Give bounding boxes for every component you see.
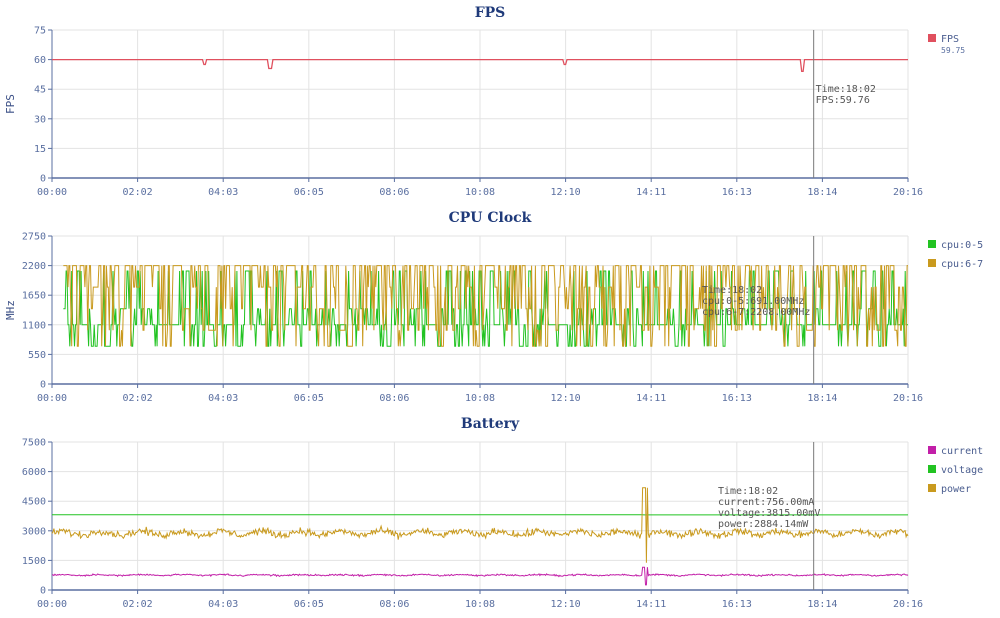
x-tick-label: 16:13 bbox=[722, 599, 752, 610]
chart-title: Battery bbox=[461, 416, 520, 432]
y-tick-label: 6000 bbox=[22, 467, 46, 478]
y-axis-label: MHz bbox=[4, 300, 17, 320]
x-tick-label: 18:14 bbox=[807, 187, 837, 198]
x-tick-label: 12:10 bbox=[551, 393, 581, 404]
legend-swatch bbox=[928, 484, 936, 492]
x-tick-label: 18:14 bbox=[807, 393, 837, 404]
y-tick-label: 45 bbox=[34, 85, 46, 96]
tooltip-line: Time:18:02 bbox=[718, 486, 778, 497]
x-tick-label: 04:03 bbox=[208, 599, 238, 610]
y-tick-label: 15 bbox=[34, 144, 46, 155]
x-tick-label: 02:02 bbox=[123, 599, 153, 610]
series-line-fps bbox=[52, 58, 908, 73]
x-tick-label: 12:10 bbox=[551, 187, 581, 198]
x-tick-label: 02:02 bbox=[123, 393, 153, 404]
tooltip-line: Time:18:02 bbox=[816, 84, 876, 95]
series-line-power bbox=[51, 487, 909, 563]
x-tick-label: 04:03 bbox=[208, 187, 238, 198]
y-tick-label: 1650 bbox=[22, 291, 46, 302]
legend-swatch bbox=[928, 34, 936, 42]
chart-panel-3: Battery 0 1500 3000 4500 6000 7500 00:00 02:02 04… bbox=[22, 416, 983, 610]
x-tick-label: 18:14 bbox=[807, 599, 837, 610]
legend-swatch bbox=[928, 446, 936, 454]
x-tick-label: 02:02 bbox=[123, 187, 153, 198]
x-tick-label: 00:00 bbox=[37, 599, 67, 610]
series-line-current bbox=[51, 566, 909, 586]
x-tick-label: 14:11 bbox=[636, 599, 666, 610]
x-tick-label: 06:05 bbox=[294, 599, 324, 610]
y-tick-label: 75 bbox=[34, 26, 46, 37]
chart-title: FPS bbox=[475, 5, 506, 21]
x-tick-label: 16:13 bbox=[722, 393, 752, 404]
tooltip-line: cpu:6-7:2208.00MHz bbox=[702, 307, 810, 318]
x-tick-label: 10:08 bbox=[465, 187, 495, 198]
legend-label: cpu:6-7 bbox=[941, 259, 983, 270]
y-tick-label: 4500 bbox=[22, 497, 46, 508]
x-tick-label: 08:06 bbox=[379, 599, 409, 610]
x-tick-label: 06:05 bbox=[294, 187, 324, 198]
y-tick-label: 3000 bbox=[22, 526, 46, 537]
y-tick-label: 0 bbox=[40, 380, 46, 391]
tooltip-line: Time:18:02 bbox=[702, 285, 762, 296]
x-tick-label: 12:10 bbox=[551, 599, 581, 610]
x-tick-label: 14:11 bbox=[636, 393, 666, 404]
y-tick-label: 0 bbox=[40, 174, 46, 185]
legend-label: power bbox=[941, 484, 971, 495]
x-tick-label: 08:06 bbox=[379, 187, 409, 198]
x-tick-label: 08:06 bbox=[379, 393, 409, 404]
legend-swatch bbox=[928, 240, 936, 248]
y-tick-label: 550 bbox=[28, 350, 46, 361]
y-tick-label: 30 bbox=[34, 114, 46, 125]
x-tick-label: 16:13 bbox=[722, 187, 752, 198]
y-tick-label: 1100 bbox=[22, 320, 46, 331]
x-tick-label: 10:08 bbox=[465, 393, 495, 404]
legend-value: 59.75 bbox=[941, 46, 965, 55]
tooltip-line: current:756.00mA bbox=[718, 497, 814, 508]
y-tick-label: 0 bbox=[40, 586, 46, 597]
legend-swatch bbox=[928, 259, 936, 267]
tooltip-line: power:2884.14mW bbox=[718, 519, 809, 530]
legend-label: cpu:0-5 bbox=[941, 240, 983, 251]
legend-swatch bbox=[928, 465, 936, 473]
y-tick-label: 2200 bbox=[22, 261, 46, 272]
tooltip-line: voltage:3815.00mV bbox=[718, 508, 820, 519]
chart-panel-2: CPU Clock 0 550 1100 1650 2200 2750 00:00 02:02 0… bbox=[4, 210, 983, 404]
x-tick-label: 20:16 bbox=[893, 393, 923, 404]
x-tick-label: 04:03 bbox=[208, 393, 238, 404]
series-line-cpu-0-5 bbox=[63, 270, 908, 347]
y-tick-label: 1500 bbox=[22, 556, 46, 567]
y-axis-label: FPS bbox=[4, 94, 17, 114]
legend-label: voltage bbox=[941, 465, 983, 476]
chart-panel-1: FPS 0 15 30 45 60 75 00:00 02:02 04:03 06:05 08:06 1… bbox=[4, 5, 965, 198]
chart-title: CPU Clock bbox=[449, 210, 532, 226]
legend-label: FPS bbox=[941, 34, 959, 45]
tooltip-line: FPS:59.76 bbox=[816, 95, 870, 106]
legend-label: current bbox=[941, 446, 983, 457]
x-tick-label: 00:00 bbox=[37, 393, 67, 404]
x-tick-label: 00:00 bbox=[37, 187, 67, 198]
y-tick-label: 60 bbox=[34, 55, 46, 66]
tooltip-line: cpu:0-5:691.00MHz bbox=[702, 296, 804, 307]
x-tick-label: 14:11 bbox=[636, 187, 666, 198]
y-tick-label: 7500 bbox=[22, 438, 46, 449]
series-line-cpu-6-7 bbox=[63, 265, 908, 347]
x-tick-label: 06:05 bbox=[294, 393, 324, 404]
x-tick-label: 10:08 bbox=[465, 599, 495, 610]
x-tick-label: 20:16 bbox=[893, 187, 923, 198]
x-tick-label: 20:16 bbox=[893, 599, 923, 610]
y-tick-label: 2750 bbox=[22, 232, 46, 243]
